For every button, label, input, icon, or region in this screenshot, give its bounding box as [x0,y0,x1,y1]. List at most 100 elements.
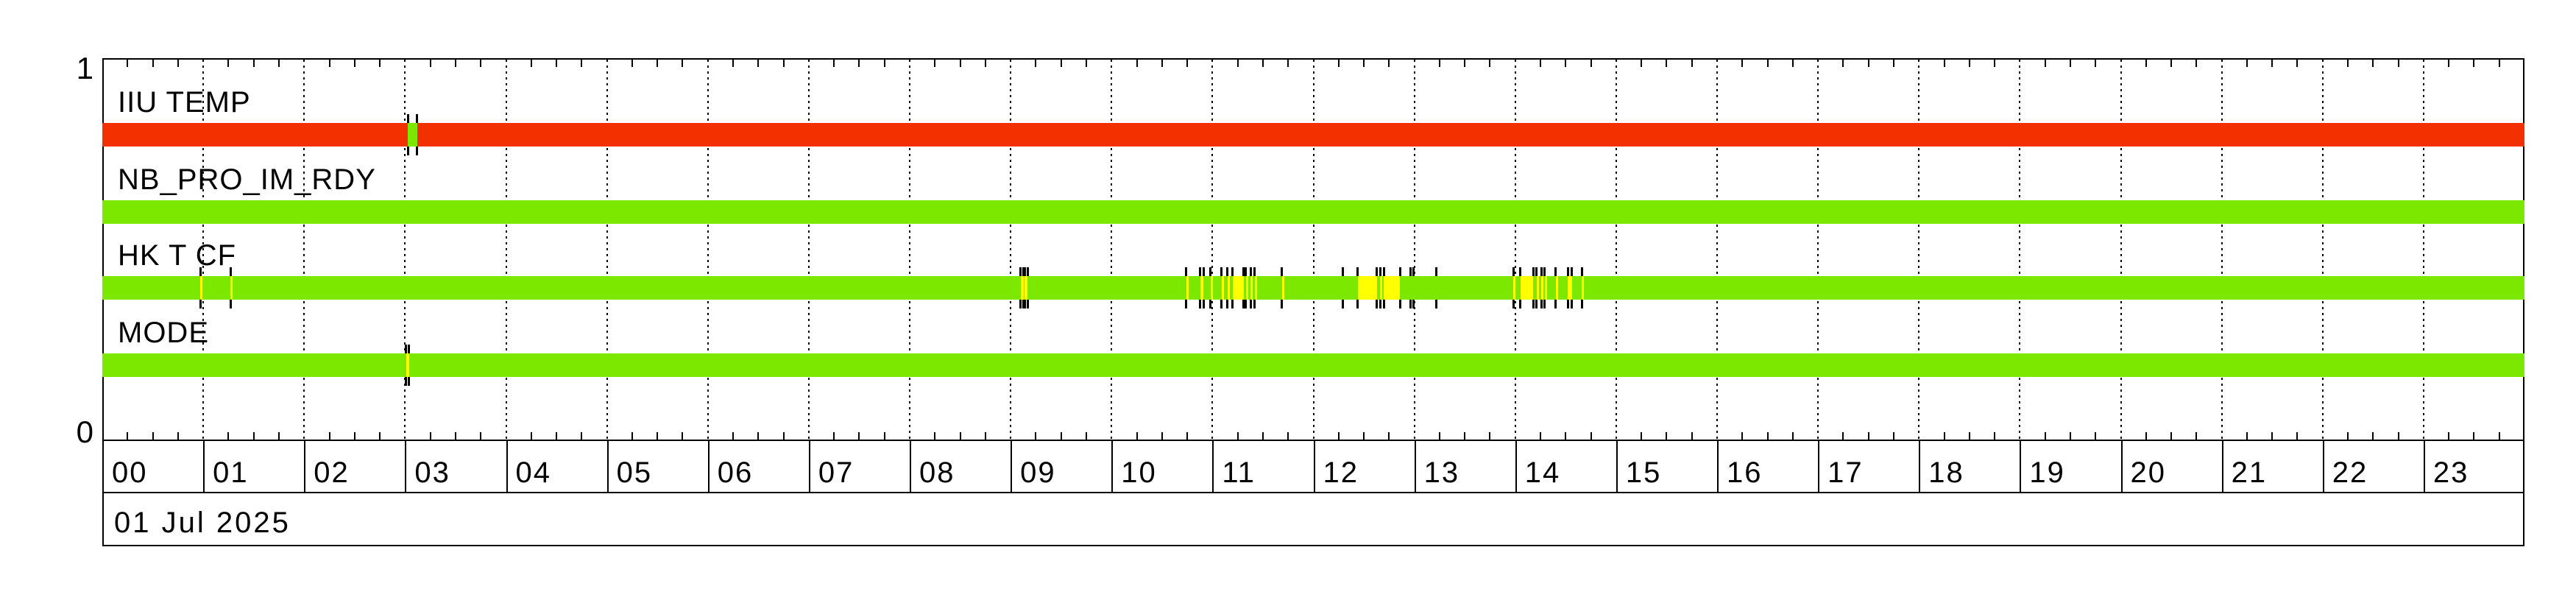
axis-tick-top [1641,60,1643,67]
axis-tick-top [1565,60,1567,67]
axis-tick-top [1968,60,1970,67]
axis-tick-bottom [1565,432,1567,440]
event-tick-top [1226,267,1229,276]
event-tick-top [1379,267,1381,276]
axis-tick-bottom [353,432,355,440]
hour-cell-separator [102,441,104,493]
event-segment [406,353,409,377]
event-tick-bottom [1580,300,1583,308]
axis-tick-bottom [1691,432,1693,440]
axis-tick-top [2473,60,2475,67]
axis-tick-bottom [127,432,129,440]
axis-tick-bottom [1035,432,1037,440]
axis-tick-top [152,60,154,67]
axis-tick-bottom [1337,432,1340,440]
event-segment [1568,276,1572,300]
hour-cell-separator [506,441,508,493]
grid-line [1716,60,1718,440]
event-tick-top [1519,267,1522,276]
axis-tick-top [328,60,330,67]
axis-tick-bottom [2271,432,2274,440]
axis-tick-top [1540,60,1542,67]
axis-tick-top [1363,60,1365,67]
row-label: IIU TEMP [118,86,251,119]
event-tick-top [1019,267,1022,276]
event-tick-bottom [1409,300,1412,308]
event-segment [1254,276,1257,300]
axis-tick-top [429,60,431,67]
axis-tick-bottom [682,432,684,440]
axis-tick-top [2347,60,2349,67]
axis-tick-bottom [1161,432,1163,440]
hour-label: 12 [1323,456,1359,489]
event-tick-top [1209,267,1212,276]
axis-tick-bottom [581,432,583,440]
status-bar [102,353,2524,377]
grid-line [404,60,406,440]
axis-tick-bottom [1489,432,1491,440]
axis-tick-bottom [2296,432,2299,440]
axis-tick-top [2145,60,2147,67]
axis-tick-top [1741,60,1744,67]
axis-tick-bottom [1666,432,1668,440]
grid-line [2221,60,2223,440]
event-segment [1200,276,1204,300]
axis-tick-top [2044,60,2046,67]
hour-cell-separator [606,441,609,493]
event-tick-bottom [1249,300,1252,308]
hour-label: 09 [1020,456,1056,489]
hour-cell-separator [304,441,306,493]
event-tick-bottom [408,377,411,386]
event-tick-bottom [1512,300,1515,308]
hour-cell-separator [2523,441,2524,493]
hour-label: 16 [1727,456,1763,489]
event-segment [1520,276,1534,300]
event-tick-top [229,267,232,276]
event-tick-bottom [1209,300,1212,308]
axis-tick-bottom [1186,432,1189,440]
status-bar [102,276,2524,300]
axis-tick-top [454,60,456,67]
hour-label: 00 [112,456,148,489]
event-tick-bottom [1519,300,1522,308]
event-segment [1210,276,1213,300]
axis-tick-bottom [2195,432,2198,440]
axis-tick-bottom [379,432,381,440]
axis-tick-top [556,60,558,67]
hour-label: 14 [1524,456,1561,489]
axis-tick-top [1186,60,1189,67]
event-tick-top [1412,267,1415,276]
hour-label: 07 [818,456,854,489]
event-tick-bottom [1231,300,1234,308]
hour-label: 17 [1827,456,1864,489]
event-tick-bottom [1185,300,1188,308]
event-tick-top [199,267,202,276]
axis-tick-top [984,60,986,67]
axis-tick-bottom [152,432,154,440]
grid-line [1918,60,1920,440]
grid-line [2422,60,2424,440]
plot-border-left [102,58,104,441]
axis-tick-bottom [959,432,961,440]
event-segment [230,276,233,300]
event-tick-top [1571,267,1574,276]
event-tick-top [1231,267,1234,276]
hour-cell-separator [1616,441,1618,493]
event-segment [1555,276,1558,300]
event-segment [1245,276,1248,300]
event-tick-bottom [1543,300,1546,308]
event-tick-top [1543,267,1546,276]
axis-tick-bottom [556,432,558,440]
event-tick-top [1185,267,1188,276]
axis-tick-bottom [1641,432,1643,440]
axis-tick-top [2246,60,2248,67]
event-tick-top [1026,267,1029,276]
event-tick-bottom [1540,300,1543,308]
hour-cell-separator [2423,441,2425,493]
event-tick-top [1341,267,1344,276]
event-tick-bottom [1382,300,1385,308]
event-tick-top [1409,267,1412,276]
event-tick-bottom [1242,300,1245,308]
axis-tick-bottom [1867,432,1869,440]
axis-tick-bottom [1136,432,1138,440]
